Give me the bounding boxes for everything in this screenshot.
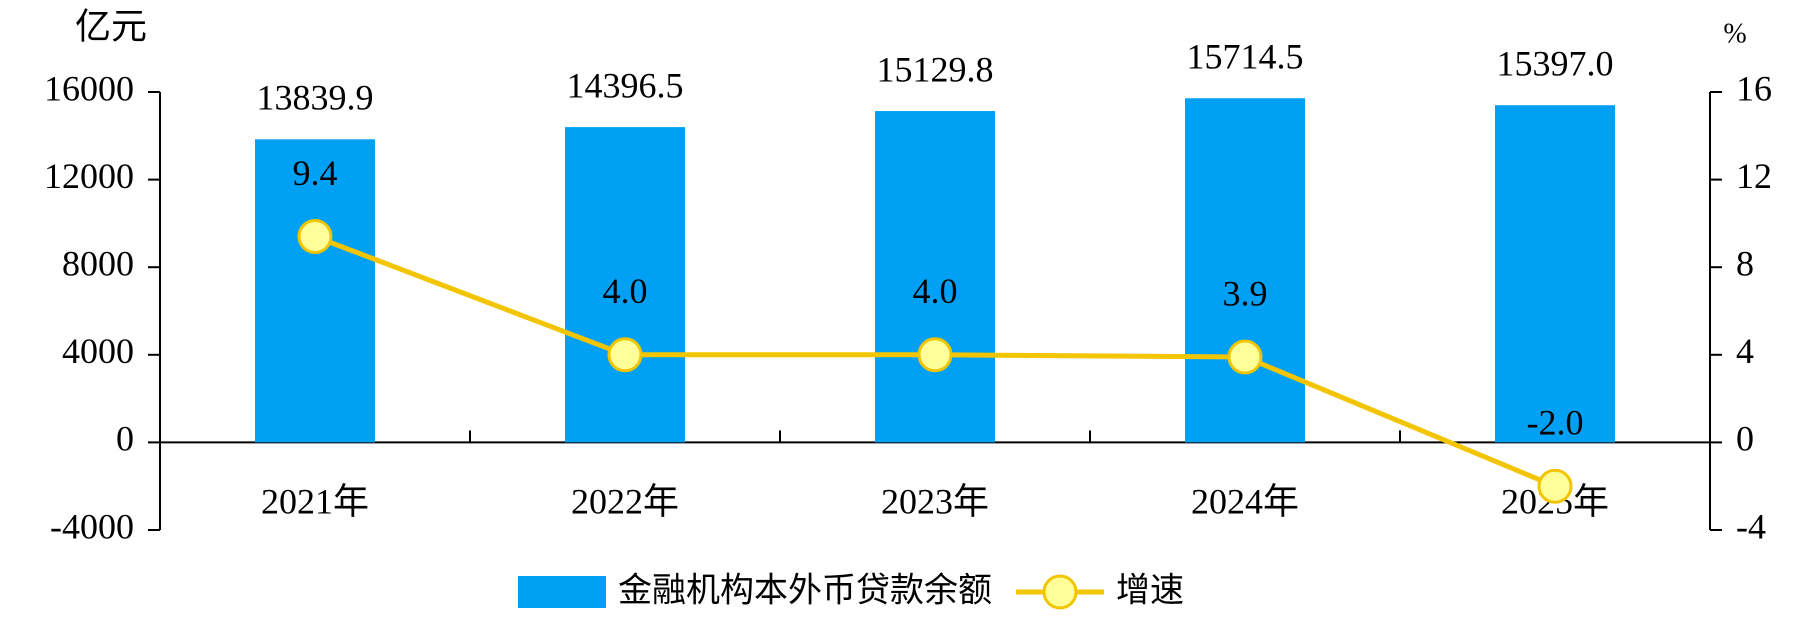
bar: [255, 139, 375, 443]
y-tick-label: 12000: [44, 156, 134, 196]
line-marker: [1537, 468, 1573, 504]
y2-tick-label: -4: [1736, 506, 1766, 546]
x-tick-label: 2021年: [261, 482, 369, 522]
line-value-label: 3.9: [1223, 273, 1268, 313]
line-value-label: 4.0: [603, 271, 648, 311]
bar-value-label: 15129.8: [877, 49, 994, 89]
x-tick-label: 2024年: [1191, 482, 1299, 522]
y-unit: 亿元: [75, 6, 147, 46]
y2-tick-label: 0: [1736, 419, 1754, 459]
y-tick-label: 4000: [62, 331, 134, 371]
y-tick-label: 16000: [44, 68, 134, 108]
line-value-label: -2.0: [1527, 402, 1584, 442]
bar-value-label: 14396.5: [567, 65, 684, 105]
bar: [875, 111, 995, 443]
y2-tick-label: 4: [1736, 331, 1754, 371]
legend-swatch: [518, 576, 606, 608]
bar-value-label: 15714.5: [1187, 37, 1304, 77]
y2-unit: %: [1723, 18, 1746, 49]
line-marker: [917, 337, 953, 373]
legend-label: 增速: [1116, 571, 1184, 611]
bar-value-label: 15397.0: [1497, 43, 1614, 83]
y-tick-label: -4000: [50, 506, 134, 546]
legend-marker: [1042, 574, 1078, 610]
bar: [565, 127, 685, 443]
line-marker: [1227, 339, 1263, 375]
y-tick-label: 0: [116, 419, 134, 459]
x-tick-label: 2022年: [571, 482, 679, 522]
y2-tick-label: 8: [1736, 243, 1754, 283]
line-value-label: 9.4: [293, 153, 338, 193]
y2-tick-label: 16: [1736, 68, 1772, 108]
line-marker: [297, 219, 333, 255]
bar-value-label: 13839.9: [257, 78, 374, 118]
y-tick-label: 8000: [62, 243, 134, 283]
legend-label: 金融机构本外币贷款余额: [618, 571, 992, 611]
y2-tick-label: 12: [1736, 156, 1772, 196]
line-marker: [607, 337, 643, 373]
bar: [1495, 105, 1615, 443]
line-value-label: 4.0: [913, 271, 958, 311]
bar: [1185, 98, 1305, 443]
x-tick-label: 2023年: [881, 482, 989, 522]
